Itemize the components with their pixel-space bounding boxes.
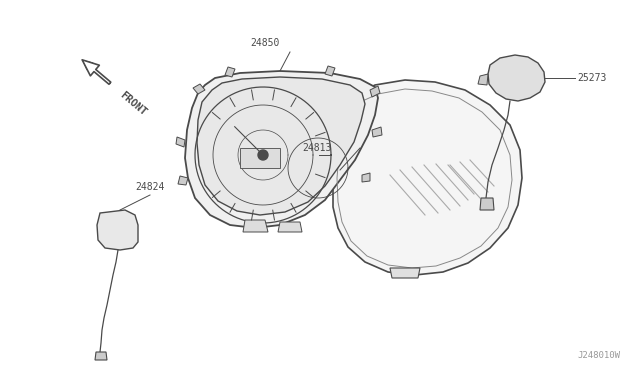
- Text: 24813: 24813: [303, 143, 332, 153]
- Text: 24850: 24850: [250, 38, 280, 48]
- Polygon shape: [325, 66, 335, 76]
- Polygon shape: [193, 84, 205, 94]
- Polygon shape: [176, 137, 185, 147]
- Polygon shape: [278, 222, 302, 232]
- Polygon shape: [243, 220, 268, 232]
- Polygon shape: [390, 268, 420, 278]
- Polygon shape: [178, 176, 188, 185]
- Polygon shape: [185, 71, 378, 228]
- Polygon shape: [372, 127, 382, 137]
- Polygon shape: [333, 80, 522, 275]
- Polygon shape: [480, 198, 494, 210]
- Polygon shape: [362, 173, 370, 182]
- Polygon shape: [370, 86, 380, 97]
- Polygon shape: [197, 77, 365, 215]
- Polygon shape: [95, 352, 107, 360]
- Polygon shape: [225, 67, 235, 77]
- Polygon shape: [97, 210, 138, 250]
- Text: FRONT: FRONT: [118, 90, 148, 118]
- Text: 24824: 24824: [135, 182, 164, 192]
- Polygon shape: [488, 55, 545, 101]
- FancyArrowPatch shape: [82, 60, 111, 84]
- Text: J248010W: J248010W: [577, 351, 620, 360]
- Text: 25273: 25273: [577, 73, 606, 83]
- Circle shape: [258, 150, 268, 160]
- Polygon shape: [240, 148, 280, 168]
- Polygon shape: [478, 74, 488, 85]
